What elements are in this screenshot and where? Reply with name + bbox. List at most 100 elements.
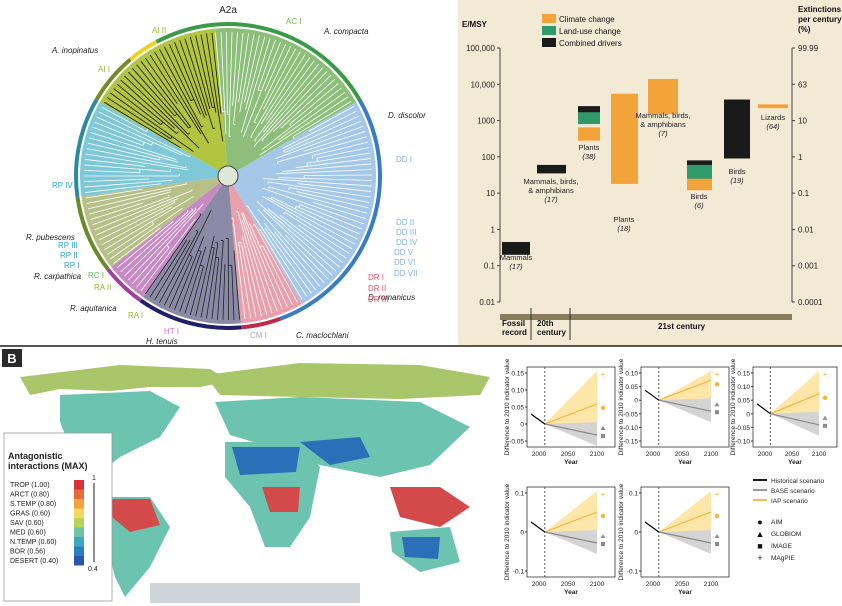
y-tick-left: 1 bbox=[491, 225, 496, 234]
indicator-legend: Historical scenario BASE scenario IAP scen… bbox=[753, 478, 824, 563]
clade-label: DR III bbox=[368, 295, 388, 304]
clade-label: DR I bbox=[368, 273, 384, 282]
biome-swatch bbox=[74, 556, 84, 566]
legend-swatch bbox=[542, 26, 556, 35]
tree-branch bbox=[211, 32, 222, 114]
x-tick: 2050 bbox=[561, 581, 576, 588]
tree-branch bbox=[149, 239, 188, 298]
clade-label: RC I bbox=[88, 271, 104, 280]
tree-branch bbox=[217, 240, 224, 320]
base-line bbox=[544, 423, 598, 436]
historical-line bbox=[644, 521, 660, 533]
era-label: 20th century bbox=[537, 319, 566, 337]
y-tick: 0.1 bbox=[515, 491, 524, 498]
tree-branch bbox=[271, 197, 358, 240]
x-tick: 2050 bbox=[675, 451, 690, 458]
tree-branch bbox=[292, 101, 352, 138]
tree-branch bbox=[90, 132, 177, 160]
range-bar bbox=[687, 178, 712, 191]
y-tick: 0 bbox=[746, 411, 750, 418]
y-tick: 0.15 bbox=[511, 371, 524, 378]
image-marker bbox=[715, 542, 719, 546]
tree-branch bbox=[132, 68, 176, 117]
model-symbol: ● bbox=[757, 517, 762, 527]
range-bar bbox=[687, 160, 712, 168]
extinction-rate-chart: E/MSY Extinctions per century (%) Climate ch… bbox=[458, 0, 842, 345]
x-tick: 2100 bbox=[704, 451, 719, 458]
y-tick: 0.05 bbox=[511, 405, 524, 412]
biome-label: ARCT (0.80) bbox=[10, 492, 49, 499]
tree-branch bbox=[241, 235, 262, 317]
tree-branch bbox=[159, 49, 202, 128]
magpie-marker: + bbox=[601, 490, 606, 499]
tree-branch bbox=[285, 234, 329, 280]
tree-branch bbox=[84, 164, 171, 172]
biome-label: BOR (0.56) bbox=[10, 549, 45, 556]
tree-branch bbox=[267, 196, 356, 245]
tree-branch bbox=[174, 42, 206, 118]
tree-branch bbox=[231, 265, 235, 320]
tree-branch bbox=[259, 229, 303, 300]
y-tick: -0.1 bbox=[513, 569, 525, 576]
y-tick-left: 10,000 bbox=[471, 80, 496, 89]
tree-branch bbox=[274, 231, 321, 287]
tree-branch bbox=[275, 125, 364, 159]
tree-branch bbox=[272, 74, 332, 133]
era-label: Fossil record bbox=[502, 319, 527, 337]
land-antarctica bbox=[150, 583, 360, 603]
legend-label: IAP scenario bbox=[771, 498, 808, 505]
ring-ht bbox=[106, 268, 142, 303]
tree-branch bbox=[226, 32, 228, 115]
clade-label: RP IV bbox=[52, 181, 73, 190]
tree-branch bbox=[289, 83, 339, 125]
ring-ra bbox=[75, 196, 110, 271]
globiom-marker bbox=[714, 402, 720, 407]
tree-branch bbox=[120, 79, 175, 129]
tree-branch bbox=[253, 145, 256, 148]
tree-branch bbox=[250, 136, 253, 139]
tree-branch bbox=[149, 54, 202, 135]
y-axis-label: Difference to 2010 indicator value bbox=[730, 358, 737, 455]
tree-branch bbox=[84, 170, 140, 174]
ring-ac-i bbox=[155, 22, 362, 102]
tree-branch bbox=[240, 38, 271, 133]
clade-label: RP II bbox=[60, 251, 78, 260]
clade-label: AI I bbox=[98, 65, 110, 74]
tree-branch bbox=[113, 88, 162, 125]
tree-branch bbox=[261, 87, 343, 150]
tree-top-label: A2a bbox=[219, 5, 237, 16]
tree-branch bbox=[96, 116, 182, 156]
tree-branch bbox=[136, 64, 189, 129]
species-label: C. maclochlani bbox=[296, 331, 349, 340]
tree-branch bbox=[253, 67, 324, 147]
tree-branch bbox=[164, 46, 192, 101]
tree-branch bbox=[90, 202, 144, 220]
tree-branch bbox=[187, 132, 190, 135]
range-bar bbox=[611, 93, 638, 184]
tree-branch bbox=[275, 169, 372, 175]
base-band bbox=[658, 398, 711, 423]
tree-branch bbox=[195, 235, 215, 317]
y-tick-left: 100,000 bbox=[466, 44, 495, 53]
tree-branch bbox=[268, 186, 368, 214]
tree-branch bbox=[261, 139, 264, 142]
y-axis-label: Difference to 2010 indicator value bbox=[504, 358, 511, 455]
tree-branch bbox=[176, 131, 179, 134]
tree-branch bbox=[195, 229, 199, 232]
species-label: R. aquitanica bbox=[70, 304, 117, 313]
y-tick-right: 0.0001 bbox=[798, 298, 823, 307]
group-label: Birds (6) bbox=[690, 192, 707, 210]
y-tick: 0 bbox=[634, 398, 638, 405]
image-marker bbox=[715, 410, 719, 415]
biome-swatch bbox=[74, 527, 84, 537]
tree-branch bbox=[267, 208, 340, 268]
tree-branch bbox=[242, 212, 283, 310]
tree-branch bbox=[200, 34, 217, 113]
tree-branch bbox=[263, 48, 296, 110]
range-bar bbox=[578, 127, 600, 141]
tree-branch bbox=[248, 222, 288, 308]
range-bar bbox=[502, 242, 530, 255]
legend-label: Combined drivers bbox=[559, 39, 622, 48]
tree-branch bbox=[140, 218, 196, 291]
